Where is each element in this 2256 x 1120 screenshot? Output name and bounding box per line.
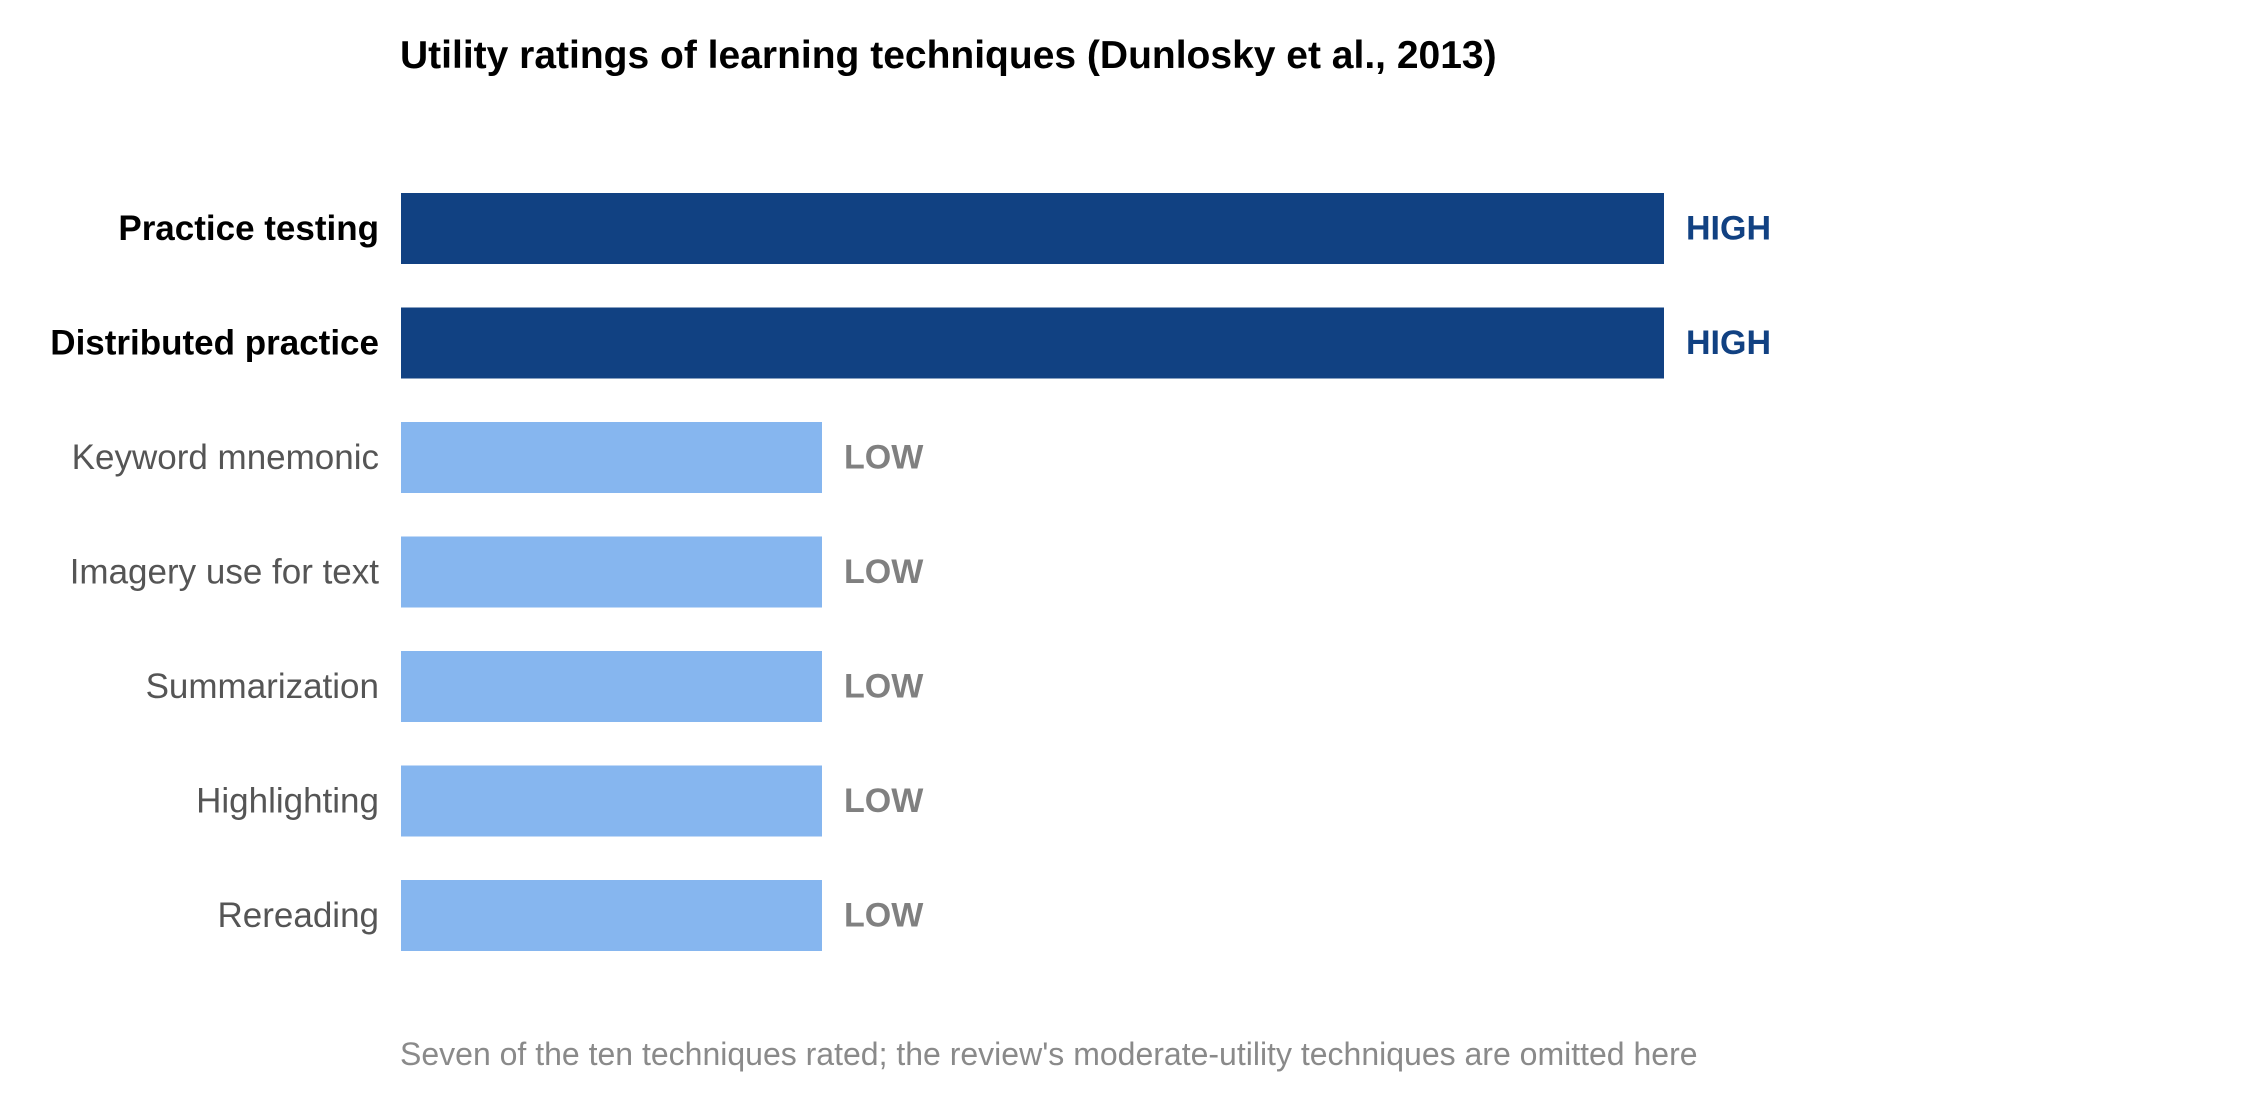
rating-label: LOW (844, 668, 924, 706)
bar-highlighting (401, 765, 822, 837)
bar-summarization (401, 651, 822, 722)
bar-imagery-use-for-text (401, 536, 822, 608)
category-label: Practice testing (118, 209, 379, 248)
chart-title: Utility ratings of learning techniques (… (400, 34, 1497, 77)
category-label: Imagery use for text (70, 553, 380, 592)
rating-label: LOW (844, 439, 924, 477)
category-label: Distributed practice (50, 324, 379, 363)
category-label: Summarization (146, 667, 379, 706)
bar-distributed-practice (401, 307, 1664, 379)
bar-rereading (401, 880, 822, 951)
bar-keyword-mnemonic (401, 422, 822, 493)
category-label: Rereading (218, 896, 380, 935)
chart-note: Seven of the ten techniques rated; the r… (400, 1036, 1698, 1072)
rating-label: LOW (844, 553, 924, 591)
category-label: Highlighting (196, 782, 379, 821)
bar-practice-testing (401, 193, 1664, 264)
rating-label: HIGH (1686, 210, 1771, 248)
rating-label: LOW (844, 782, 924, 820)
rating-label: HIGH (1686, 324, 1771, 362)
category-label: Keyword mnemonic (72, 438, 379, 477)
rating-label: LOW (844, 897, 924, 935)
